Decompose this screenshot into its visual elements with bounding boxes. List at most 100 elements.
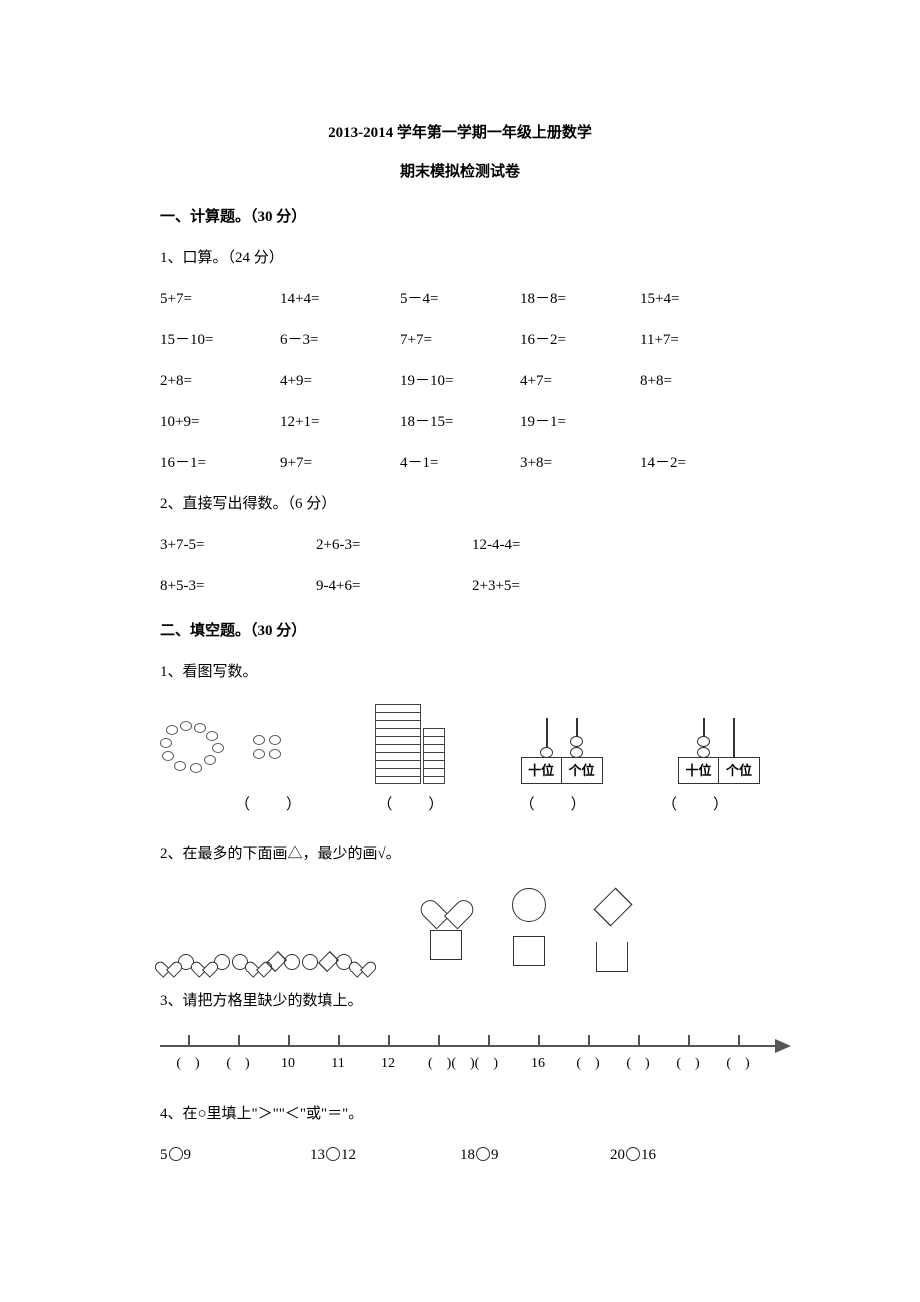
numline-label: ( ) [676, 1051, 699, 1076]
calc-grid: 5+7=14+4=5－4=18－8=15+4= 15－10=6－3=7+7=16… [160, 286, 760, 477]
q2-shapes-row [160, 888, 760, 972]
shape-strip [160, 952, 370, 972]
calc-cell: 8+5-3= [160, 573, 316, 600]
circle-icon [512, 888, 546, 922]
calc-cell: 5－4= [400, 286, 520, 313]
diamond-icon [597, 888, 627, 928]
square-icon [596, 942, 628, 972]
heart-icon [354, 955, 370, 969]
numline-label: 11 [331, 1051, 344, 1076]
calc-cell: 7+7= [400, 327, 520, 354]
tick-mark [488, 1035, 490, 1046]
calc-cell [640, 409, 760, 436]
section-1-header: 一、计算题。（30 分） [160, 204, 760, 231]
place-ones: 个位 [562, 758, 602, 783]
compare-item: 2016 [610, 1142, 760, 1169]
figures-row: 十位个位 十位个位 [160, 704, 760, 784]
compare-row: 59 1312 189 2016 [160, 1142, 760, 1169]
calc-cell: 10+9= [160, 409, 280, 436]
calc-cell: 18－15= [400, 409, 520, 436]
calc-cell: 8+8= [640, 368, 760, 395]
tick-mark [638, 1035, 640, 1046]
tick-mark [338, 1035, 340, 1046]
square-icon [513, 936, 545, 966]
numline-label: ( ) [626, 1051, 649, 1076]
answer-blank: （ ） [520, 792, 588, 819]
compare-item: 1312 [310, 1142, 460, 1169]
q2-1-header: 1、看图写数。 [160, 659, 760, 686]
calc-cell: 3+8= [520, 450, 640, 477]
calc-cell: 4+9= [280, 368, 400, 395]
numline-label: 16 [531, 1051, 545, 1076]
square-icon [430, 930, 462, 960]
tick-mark [388, 1035, 390, 1046]
compare-item: 189 [460, 1142, 610, 1169]
calc3-grid: 3+7-5=2+6-3=12-4-4= 8+5-3=9-4+6=2+3+5= [160, 532, 760, 600]
calc-cell: 14－2= [640, 450, 760, 477]
q1-2-header: 2、直接写出得数。（6 分） [160, 491, 760, 518]
calc-cell: 19－1= [520, 409, 640, 436]
calc-cell: 18－8= [520, 286, 640, 313]
calc-cell: 9-4+6= [316, 573, 472, 600]
calc-cell: 19－10= [400, 368, 520, 395]
paren-row: （ ） （ ） （ ） （ ） [160, 792, 760, 819]
compare-circle-icon [476, 1147, 490, 1161]
calc-cell: 11+7= [640, 327, 760, 354]
figure-circles [160, 714, 300, 784]
answer-blank: （ ） [377, 792, 445, 819]
calc-cell: 9+7= [280, 450, 400, 477]
heart-icon [196, 955, 212, 969]
calc-cell: 12-4-4= [472, 532, 628, 559]
tick-mark [588, 1035, 590, 1046]
tick-mark [688, 1035, 690, 1046]
calc-cell: 3+7-5= [160, 532, 316, 559]
heart-icon [250, 955, 266, 969]
calc-cell: 6－3= [280, 327, 400, 354]
numline-label: ( ) [176, 1051, 199, 1076]
numline-label: ( ) [226, 1051, 249, 1076]
diamond-icon [320, 952, 334, 972]
q1-1-header: 1、口算。（24 分） [160, 245, 760, 272]
tick-mark [538, 1035, 540, 1046]
calc-cell: 4+7= [520, 368, 640, 395]
calc-cell: 14+4= [280, 286, 400, 313]
tick-mark [288, 1035, 290, 1046]
title-2: 期末模拟检测试卷 [160, 159, 760, 186]
number-line: ( )( )101112( )( )( )16( )( )( )( ) [160, 1031, 760, 1075]
numline-label: ( ) [726, 1051, 749, 1076]
calc-cell: 15－10= [160, 327, 280, 354]
diamond-icon [268, 952, 282, 972]
calc-cell: 4－1= [400, 450, 520, 477]
numline-label: ( ) [576, 1051, 599, 1076]
calc-cell: 2+6-3= [316, 532, 472, 559]
place-tens: 十位 [679, 758, 719, 783]
q2-3-header: 3、请把方格里缺少的数填上。 [160, 988, 760, 1015]
heart-icon [160, 955, 176, 969]
circle-icon [302, 954, 318, 970]
title-1: 2013-2014 学年第一学期一年级上册数学 [160, 120, 760, 147]
calc-cell: 16－2= [520, 327, 640, 354]
section-2-header: 二、填空题。（30 分） [160, 618, 760, 645]
answer-blank: （ ） [235, 792, 303, 819]
tick-mark [238, 1035, 240, 1046]
compare-circle-icon [626, 1147, 640, 1161]
place-ones: 个位 [719, 758, 759, 783]
circle-icon [284, 954, 300, 970]
compare-circle-icon [326, 1147, 340, 1161]
shape-columns [430, 888, 628, 972]
numline-label: 10 [281, 1051, 295, 1076]
calc-cell: 12+1= [280, 409, 400, 436]
numline-label: ( )( )( ) [428, 1051, 498, 1076]
calc-cell: 2+3+5= [472, 573, 628, 600]
compare-circle-icon [169, 1147, 183, 1161]
q2-2-header: 2、在最多的下面画△，最少的画√。 [160, 841, 760, 868]
figure-abacus-2: 十位个位 [678, 718, 760, 784]
tick-mark [438, 1035, 440, 1046]
q2-4-header: 4、在○里填上"＞""＜"或"＝"。 [160, 1101, 760, 1128]
calc-cell: 16－1= [160, 450, 280, 477]
heart-icon [430, 888, 462, 916]
calc-cell: 2+8= [160, 368, 280, 395]
answer-blank: （ ） [662, 792, 730, 819]
calc-cell: 5+7= [160, 286, 280, 313]
tick-mark [188, 1035, 190, 1046]
